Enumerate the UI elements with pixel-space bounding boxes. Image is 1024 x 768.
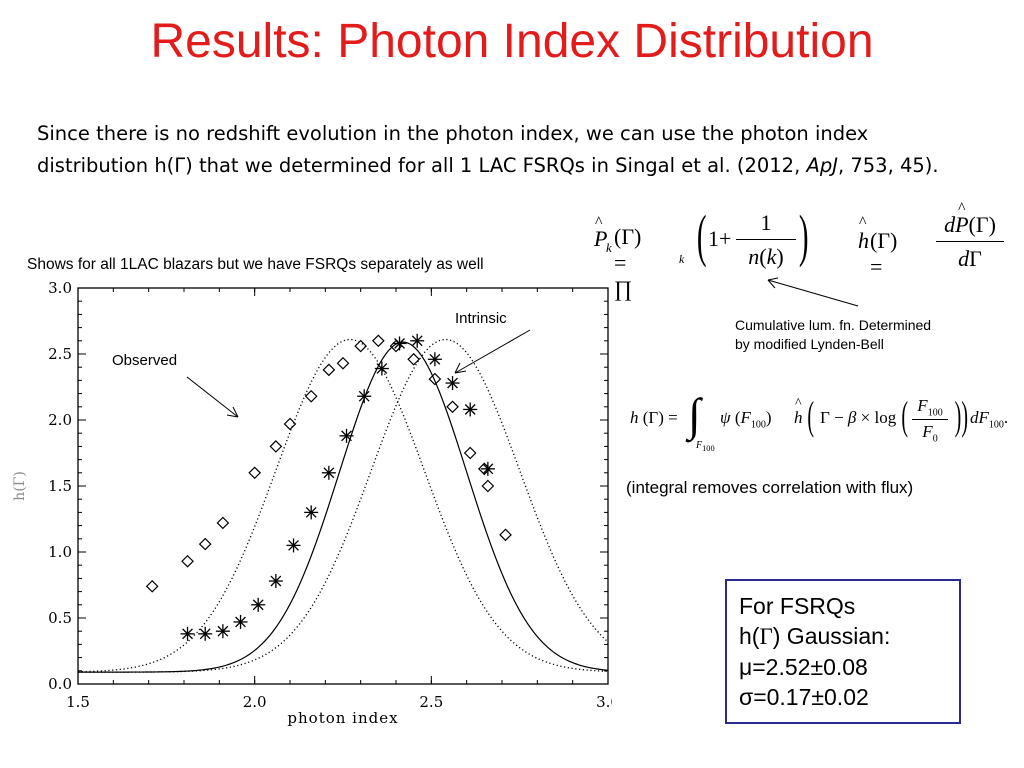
- observed-diamond-point: [481, 479, 495, 493]
- observed-diamond-point: [248, 466, 262, 480]
- intro-text-1: Since there is no redshift evolution in …: [37, 122, 869, 177]
- dotted-gaussian-curve: [78, 338, 609, 673]
- x-axis-label: photon index: [287, 709, 398, 727]
- intrinsic-asterisk-point: [427, 352, 442, 367]
- observed-diamond-point: [371, 334, 385, 348]
- intro-text-2: , 753, 45).: [837, 154, 939, 177]
- intrinsic-asterisk-point: [180, 626, 195, 641]
- intrinsic-asterisk-point: [304, 505, 319, 520]
- intro-journal: ApJ: [806, 154, 838, 177]
- integral-caption: (integral removes correlation with flux): [626, 478, 914, 497]
- model-curves: [77, 338, 609, 673]
- data-points: [145, 333, 512, 641]
- y-tick-label: 1.5: [48, 477, 72, 495]
- observed-diamond-point: [283, 417, 297, 431]
- cumulative-arrow: [767, 277, 859, 307]
- box-line-2: h(Γ) Gaussian:: [739, 623, 891, 649]
- x-tick-label: 3.0: [596, 693, 612, 711]
- plot-note: Shows for all 1LAC blazars but we have F…: [27, 256, 484, 273]
- intrinsic-asterisk-point: [321, 465, 336, 480]
- intrinsic-arrow: [454, 329, 531, 374]
- intrinsic-label: Intrinsic: [455, 310, 507, 327]
- y-tick-label: 2.0: [48, 411, 72, 429]
- intrinsic-asterisk-point: [286, 538, 301, 553]
- y-tick-label: 3.0: [48, 279, 72, 297]
- observed-arrow: [186, 376, 239, 418]
- observed-diamond-point: [463, 446, 477, 460]
- observed-diamond-point: [269, 440, 283, 453]
- observed-diamond-point: [407, 352, 421, 366]
- intrinsic-asterisk-point: [480, 461, 495, 476]
- intro-paragraph: Since there is no redshift evolution in …: [37, 118, 967, 182]
- observed-diamond-point: [354, 339, 368, 353]
- axis-ticks: 1.5 2.0 2.5 3.0 0.0 0.5 1.0 1.5 2.0 2.5 3.0: [48, 279, 612, 711]
- slide-title: Results: Photon Index Distribution: [150, 15, 874, 68]
- observed-diamond-point: [446, 400, 459, 414]
- dotted-gaussian-curve: [77, 338, 609, 673]
- observed-diamond-point: [145, 579, 159, 593]
- y-tick-label: 0.5: [48, 609, 72, 627]
- box-line-1: For FSRQs: [739, 593, 856, 619]
- intrinsic-asterisk-point: [233, 614, 248, 629]
- photon-index-chart: 1.5 2.0 2.5 3.0 0.0 0.5 1.0 1.5 2.0 2.5 3.0 photon…: [12, 279, 612, 727]
- intrinsic-asterisk-point: [268, 574, 283, 589]
- box-line-3: μ=2.52±0.08: [739, 654, 868, 680]
- y-tick-label: 1.0: [48, 543, 72, 561]
- intrinsic-asterisk-point: [357, 389, 372, 404]
- equation-integral: h (Γ) = ∫ F100 ψ (F100) h ^ ( Γ − β × lo…: [630, 389, 1009, 453]
- observed-diamond-point: [216, 516, 230, 530]
- intrinsic-arrowhead: [454, 362, 467, 374]
- intrinsic-asterisk-point: [410, 333, 425, 348]
- intrinsic-asterisk-point: [374, 361, 389, 376]
- x-tick-label: 2.0: [243, 693, 267, 711]
- intrinsic-asterisk-point: [339, 428, 354, 443]
- observed-arrowhead: [226, 406, 239, 418]
- cumulative-caption-line2: by modified Lynden-Bell: [735, 336, 884, 352]
- observed-diamond-point: [322, 363, 336, 377]
- observed-diamond-point: [304, 389, 318, 403]
- observed-diamond-point: [428, 372, 442, 386]
- intrinsic-asterisk-point: [215, 624, 230, 639]
- observed-diamond-point: [499, 528, 512, 542]
- intrinsic-asterisk-point: [445, 376, 460, 391]
- intrinsic-asterisk-point: [198, 626, 213, 641]
- y-tick-label: 0.0: [48, 675, 72, 693]
- observed-diamond-point: [181, 554, 194, 568]
- cumulative-caption: Cumulative lum. fn. Determined by modifi…: [735, 316, 931, 354]
- y-axis-label: h(Γ): [12, 471, 28, 501]
- intrinsic-asterisk-point: [463, 402, 478, 417]
- intrinsic-asterisk-point: [251, 597, 266, 612]
- y-tick-label: 2.5: [48, 345, 72, 363]
- x-tick-label: 2.5: [419, 693, 443, 711]
- observed-diamond-point: [198, 537, 212, 551]
- x-tick-label: 1.5: [66, 693, 90, 711]
- box-line-4: σ=0.17±0.02: [739, 684, 869, 710]
- intrinsic-gaussian-curve: [78, 341, 609, 673]
- observed-diamond-point: [336, 356, 350, 370]
- cumulative-caption-line1: Cumulative lum. fn. Determined: [735, 317, 932, 333]
- observed-label: Observed: [112, 352, 177, 369]
- fsrq-results-box: For FSRQs h(Γ) Gaussian: μ=2.52±0.08 σ=0…: [725, 579, 961, 724]
- intrinsic-asterisk-point: [392, 336, 407, 351]
